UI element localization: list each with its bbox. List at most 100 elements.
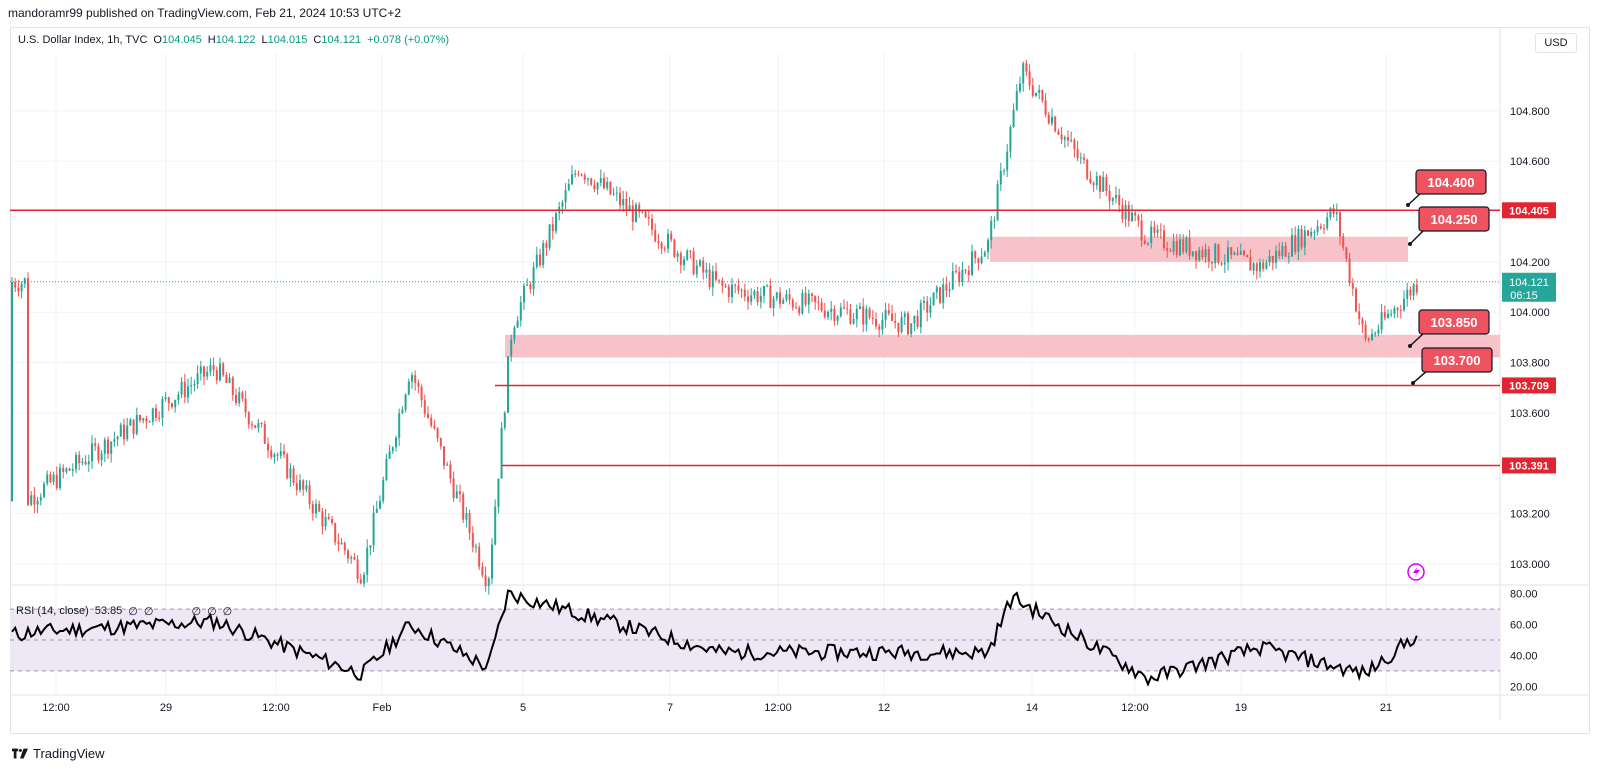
candle bbox=[833, 308, 836, 321]
price-line-label: 103.391 bbox=[1509, 460, 1549, 472]
candle bbox=[1073, 140, 1076, 150]
candle bbox=[961, 269, 964, 282]
candle bbox=[891, 313, 893, 322]
callout-label: 103.700 bbox=[1434, 353, 1481, 368]
candle bbox=[663, 248, 666, 250]
candle bbox=[635, 204, 637, 223]
candle bbox=[139, 414, 141, 421]
candle bbox=[231, 377, 234, 396]
candle bbox=[1390, 313, 1393, 315]
candle bbox=[638, 204, 641, 212]
candle bbox=[1383, 312, 1386, 318]
candle bbox=[1233, 252, 1236, 255]
candle bbox=[500, 427, 503, 479]
candle bbox=[305, 485, 308, 490]
candle bbox=[804, 292, 807, 305]
price-tick-label: 104.000 bbox=[1510, 307, 1550, 319]
candle bbox=[507, 356, 509, 413]
candle bbox=[1284, 245, 1287, 257]
rsi-pane[interactable]: 80.00 60.00 40.00 20.00 bbox=[10, 589, 1538, 694]
candle bbox=[795, 307, 797, 309]
candle bbox=[1182, 239, 1185, 252]
rsi-marker: ∅ bbox=[191, 606, 202, 618]
candle bbox=[119, 424, 122, 437]
candle bbox=[331, 519, 333, 524]
time-axis[interactable]: 12:00 29 12:00 Feb 5 7 12:00 12 14 12:00 19 21 bbox=[42, 702, 1392, 714]
price-tick-label: 104.200 bbox=[1510, 257, 1550, 269]
candle bbox=[49, 474, 52, 483]
candle bbox=[571, 174, 573, 185]
candle bbox=[1278, 250, 1281, 256]
candle bbox=[468, 513, 471, 533]
candle bbox=[324, 517, 327, 527]
candle bbox=[388, 451, 391, 459]
candle bbox=[436, 428, 439, 439]
candle bbox=[1297, 228, 1300, 252]
candle bbox=[727, 286, 730, 297]
time-tick-label: 14 bbox=[1026, 702, 1038, 714]
candle bbox=[1131, 212, 1133, 222]
candle bbox=[251, 424, 253, 426]
candle bbox=[516, 320, 519, 328]
rsi-tick-label: 60.00 bbox=[1510, 620, 1538, 632]
candle bbox=[977, 258, 980, 264]
last-price-tag bbox=[1502, 272, 1556, 302]
candle bbox=[766, 285, 769, 287]
candle bbox=[935, 287, 938, 293]
time-tick-label: 19 bbox=[1235, 702, 1247, 714]
candle bbox=[446, 464, 449, 466]
currency-button[interactable]: USD bbox=[1535, 33, 1577, 53]
candle bbox=[299, 480, 301, 491]
candle bbox=[417, 382, 420, 387]
candle bbox=[551, 224, 554, 231]
candle bbox=[270, 450, 273, 458]
candle bbox=[1406, 289, 1409, 299]
candle bbox=[535, 254, 538, 268]
callout-anchor bbox=[1408, 344, 1412, 348]
candle bbox=[1163, 230, 1165, 249]
candle bbox=[334, 523, 337, 543]
lightning-icon[interactable] bbox=[1407, 563, 1425, 581]
candle bbox=[439, 438, 442, 447]
candle bbox=[465, 513, 468, 520]
candle bbox=[155, 408, 157, 418]
candle bbox=[772, 298, 775, 309]
candle bbox=[1134, 212, 1137, 216]
price-axis[interactable]: 104.800 104.600 104.200 104.000 103.800 103.6… bbox=[1510, 106, 1550, 571]
candle bbox=[177, 394, 180, 400]
candle bbox=[1303, 230, 1306, 248]
candle bbox=[497, 478, 500, 507]
candle bbox=[513, 327, 516, 340]
callouts[interactable]: 104.400 104.250 103.850 103.700 bbox=[1406, 169, 1493, 385]
candle bbox=[1092, 182, 1095, 186]
candle bbox=[244, 398, 247, 413]
candle bbox=[347, 550, 349, 559]
candle bbox=[532, 267, 535, 289]
candle bbox=[43, 483, 45, 497]
candle bbox=[1239, 251, 1242, 255]
candle bbox=[238, 392, 241, 404]
candle bbox=[1262, 262, 1265, 269]
candle bbox=[1249, 257, 1252, 271]
candle bbox=[39, 496, 42, 501]
symbol-legend[interactable]: U.S. Dollar Index, 1h, TVC O 104.045 H 104… bbox=[18, 34, 449, 46]
candle bbox=[987, 240, 989, 253]
rsi-tick-label: 20.00 bbox=[1510, 681, 1538, 693]
footer-brand[interactable]: TradingView bbox=[12, 746, 105, 761]
candle bbox=[862, 306, 865, 325]
candle bbox=[1115, 194, 1117, 198]
candle bbox=[1022, 63, 1025, 84]
callout-label: 104.250 bbox=[1431, 212, 1478, 227]
candle bbox=[1137, 215, 1140, 221]
candle bbox=[1105, 177, 1108, 191]
candle bbox=[929, 305, 932, 313]
rsi-legend[interactable]: RSI (14, close) 53.85 ∅ ∅ ∅ ∅ ∅ bbox=[16, 605, 232, 618]
candle bbox=[852, 319, 855, 324]
candle bbox=[219, 363, 221, 381]
candle bbox=[817, 302, 820, 304]
candle bbox=[30, 495, 33, 505]
candle bbox=[1012, 109, 1015, 127]
candle bbox=[1409, 289, 1412, 296]
candle bbox=[71, 469, 74, 471]
